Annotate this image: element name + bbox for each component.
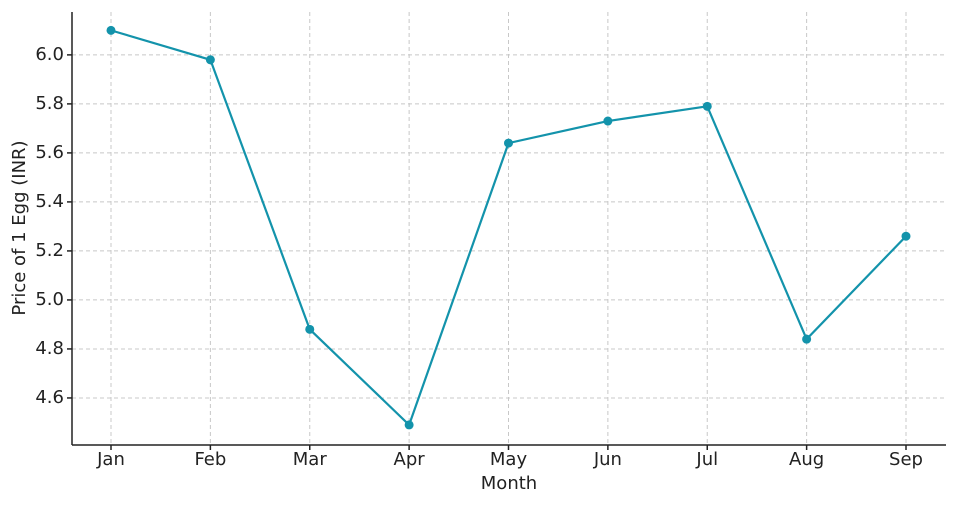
point (205, 55, 215, 65)
point (702, 101, 712, 111)
y-tick-label: 5.0 (35, 289, 64, 310)
x-tick-label: Jan (96, 449, 125, 470)
point (404, 420, 414, 430)
x-tick-label: Sep (889, 449, 923, 470)
point (603, 116, 613, 126)
x-tick-label: Apr (394, 449, 426, 470)
point (305, 324, 315, 334)
y-tick-label: 5.8 (35, 93, 64, 114)
y-tick-label: 6.0 (35, 44, 64, 65)
x-tick-label: Aug (789, 449, 824, 470)
y-tick-label: 5.4 (35, 191, 64, 212)
y-axis-label: Price of 1 Egg (INR) (9, 140, 30, 315)
x-tick-label: Feb (194, 449, 226, 470)
x-tick-label: Jun (593, 449, 622, 470)
x-axis-label: Month (481, 473, 537, 494)
y-tick-label: 4.6 (35, 387, 64, 408)
x-tick-label: May (490, 449, 528, 470)
y-tick-label: 5.2 (35, 240, 64, 261)
point (106, 25, 116, 35)
point (504, 138, 513, 148)
x-tick-label: Jul (695, 449, 718, 470)
point (901, 231, 911, 241)
point (802, 334, 812, 344)
y-tick-label: 4.8 (35, 338, 64, 359)
x-tick-label: Mar (293, 449, 328, 470)
y-tick-label: 5.6 (35, 142, 64, 163)
grid (72, 12, 946, 445)
